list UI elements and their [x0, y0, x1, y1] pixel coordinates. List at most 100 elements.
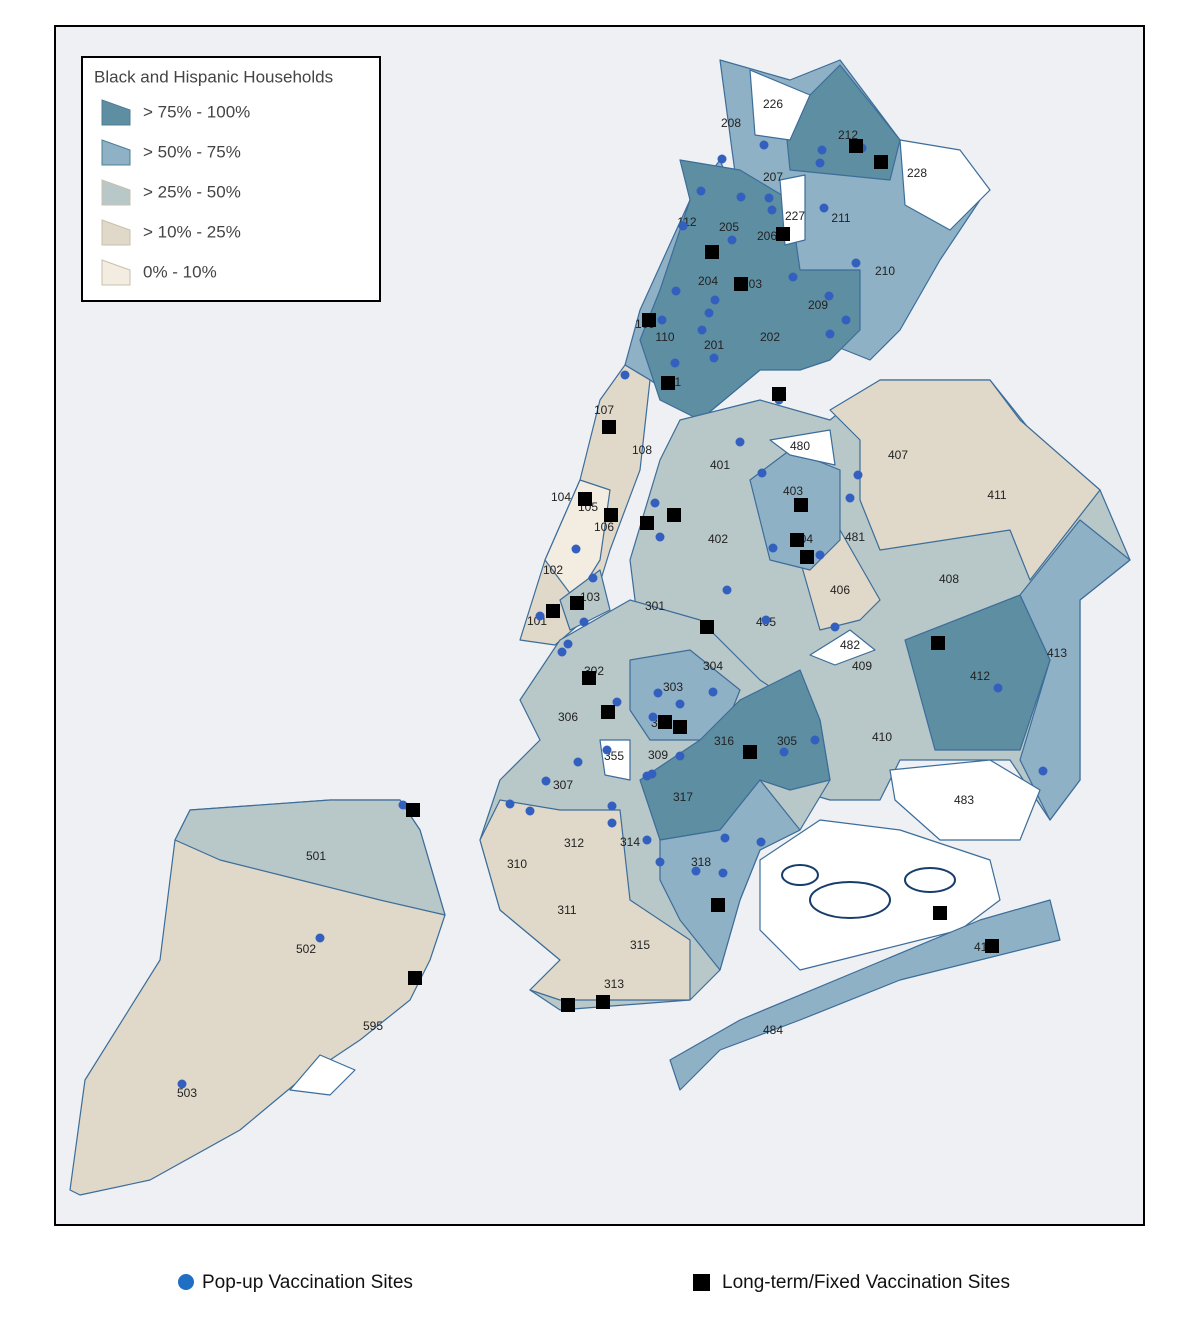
popup-site	[647, 769, 657, 779]
island	[904, 867, 956, 893]
popup-site	[851, 258, 861, 268]
district-label: 104	[551, 490, 571, 504]
popup-site	[573, 757, 583, 767]
popup-site	[817, 145, 827, 155]
legend-swatch	[101, 179, 131, 206]
popup-site	[535, 611, 545, 621]
fixed-site	[546, 604, 560, 618]
popup-site	[648, 712, 658, 722]
fixed-site	[661, 376, 675, 390]
popup-site	[736, 192, 746, 202]
popup-site	[767, 205, 777, 215]
popup-site	[505, 799, 515, 809]
fixed-site	[570, 596, 584, 610]
fixed-site	[743, 745, 757, 759]
popup-site	[757, 468, 767, 478]
island	[781, 864, 819, 886]
popup-site	[720, 833, 730, 843]
popup-site	[708, 687, 718, 697]
district-label: 210	[875, 264, 895, 278]
district-label: 480	[790, 439, 810, 453]
district-label: 413	[1047, 646, 1067, 660]
fixed-site	[790, 533, 804, 547]
legend: Black and Hispanic Households > 75% - 10…	[81, 56, 381, 302]
popup-site	[657, 315, 667, 325]
region	[784, 64, 901, 181]
district-label: 107	[594, 403, 614, 417]
popup-site	[824, 291, 834, 301]
region	[479, 799, 691, 1001]
legend-box	[81, 56, 381, 302]
district-label: 501	[306, 849, 326, 863]
popup-site	[779, 747, 789, 757]
popup-symbol	[178, 1274, 194, 1290]
fixed-site	[772, 387, 786, 401]
regions	[69, 59, 1131, 1196]
district-label: 484	[763, 1023, 783, 1037]
district-label: 482	[840, 638, 860, 652]
popup-site	[177, 1079, 187, 1089]
district-label: 309	[648, 748, 668, 762]
district-label: 503	[177, 1086, 197, 1100]
popup-site	[696, 186, 706, 196]
fixed-site	[601, 705, 615, 719]
fixed-site	[561, 998, 575, 1012]
region	[899, 139, 991, 231]
fixed-site	[985, 939, 999, 953]
district-label: 205	[719, 220, 739, 234]
popup-site	[670, 358, 680, 368]
district-label: 110	[655, 330, 674, 344]
district-label: 412	[970, 669, 990, 683]
popup-site	[830, 622, 840, 632]
region	[904, 594, 1051, 751]
district-label: 209	[808, 298, 828, 312]
popup-site	[768, 543, 778, 553]
district-label: 202	[760, 330, 780, 344]
popup-site	[642, 835, 652, 845]
district-label: 315	[630, 938, 650, 952]
popup-site	[655, 857, 665, 867]
legend-swatch	[101, 139, 131, 166]
district-label: 103	[580, 590, 600, 604]
fixed-site	[776, 227, 790, 241]
fixed-site	[705, 245, 719, 259]
popup-site	[764, 193, 774, 203]
legend-label: 0% - 10%	[143, 262, 217, 281]
popup-site	[675, 699, 685, 709]
popup-site	[710, 295, 720, 305]
district-label: 306	[558, 710, 578, 724]
district-label: 408	[939, 572, 959, 586]
popup-site	[709, 353, 719, 363]
popup-site	[602, 745, 612, 755]
district-label: 201	[704, 338, 724, 352]
district-label: 228	[907, 166, 927, 180]
district-label: 317	[673, 790, 693, 804]
district-label: 204	[698, 274, 718, 288]
region	[659, 779, 801, 971]
popup-site	[315, 933, 325, 943]
fixed-symbol	[693, 1274, 710, 1291]
fixed-site	[734, 277, 748, 291]
popup-site	[825, 329, 835, 339]
popup-site	[810, 735, 820, 745]
popup-site	[697, 325, 707, 335]
district-label: 314	[620, 835, 640, 849]
fixed-site	[800, 550, 814, 564]
district-label: 402	[708, 532, 728, 546]
district-label: 313	[604, 977, 624, 991]
fixed-site	[794, 498, 808, 512]
popup-site	[841, 315, 851, 325]
district-label: 108	[632, 443, 652, 457]
fixed-label: Long-term/Fixed Vaccination Sites	[722, 1272, 1010, 1293]
district-label: 303	[663, 680, 683, 694]
fixed-site	[596, 995, 610, 1009]
district-label: 407	[888, 448, 908, 462]
fixed-site	[640, 516, 654, 530]
fixed-site	[849, 139, 863, 153]
region	[1019, 519, 1131, 821]
region	[809, 629, 876, 666]
region	[669, 899, 1061, 1091]
district-label: 401	[710, 458, 730, 472]
district-label: 411	[987, 488, 1006, 502]
